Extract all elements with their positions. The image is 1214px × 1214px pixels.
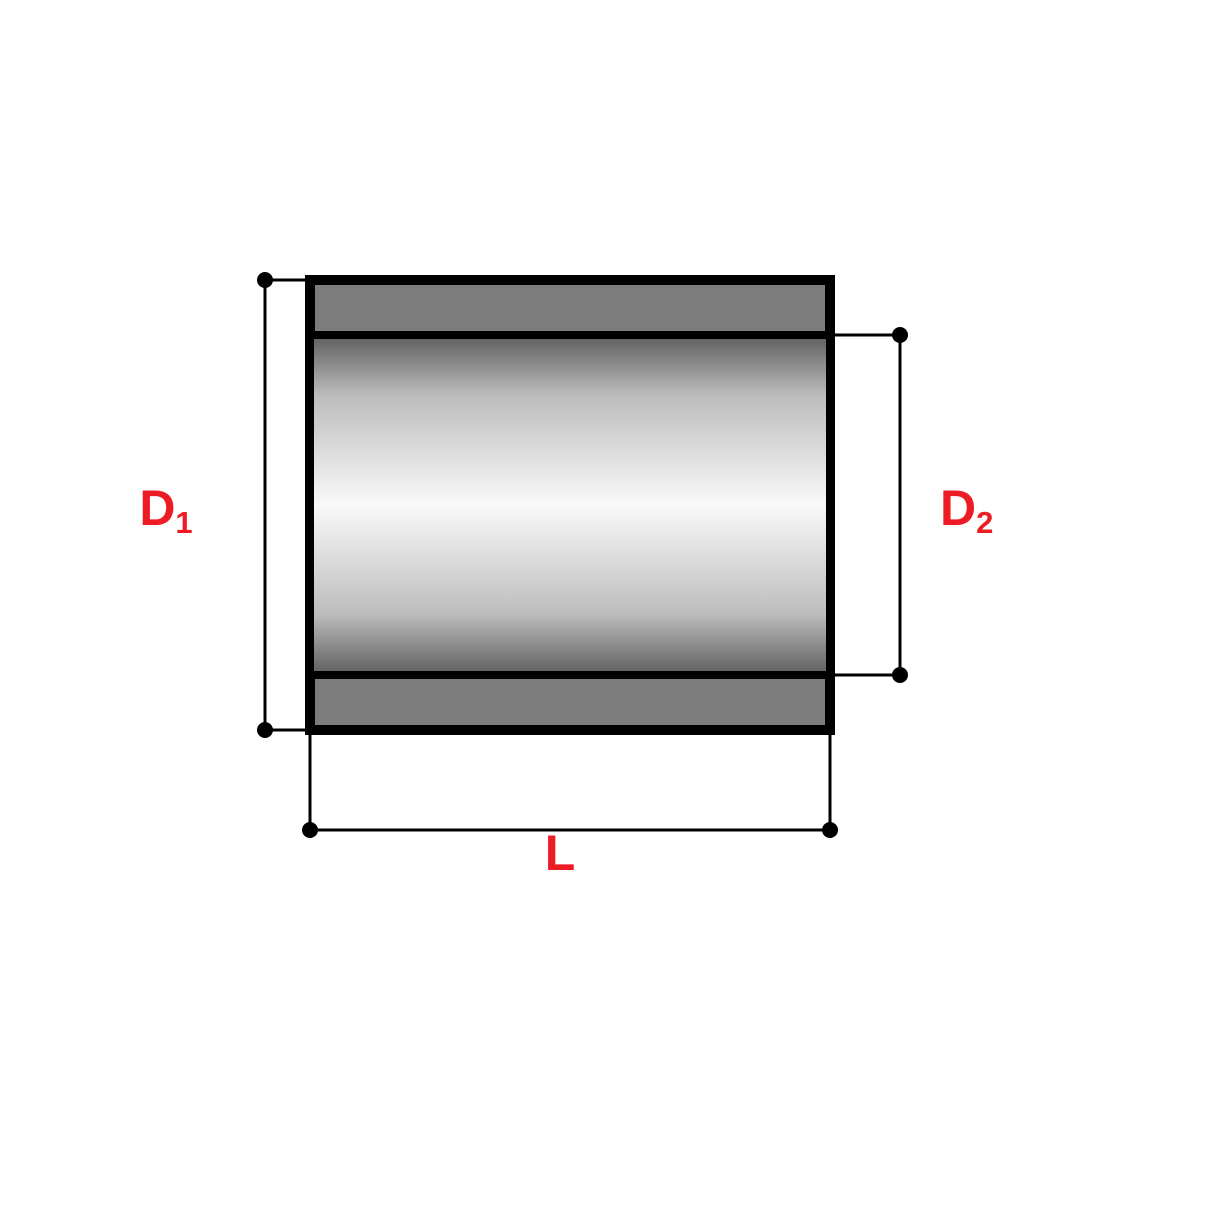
bushing-diagram: D1 D2 L [0,0,1214,1214]
dimension-d1: D1 [139,272,310,738]
dimension-l: L [302,730,838,881]
bushing-body [310,280,830,730]
label-l: L [545,825,576,881]
label-d2: D2 [940,480,993,540]
bore [310,335,830,675]
label-d1: D1 [139,480,192,540]
dimension-d2: D2 [830,327,993,683]
